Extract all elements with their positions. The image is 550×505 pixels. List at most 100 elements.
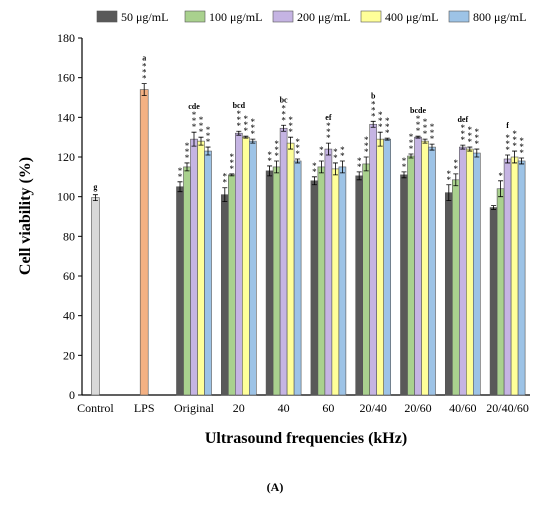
x-tick-label: Control (77, 401, 114, 415)
y-tick-label: 120 (57, 150, 75, 164)
significance-star: * (244, 126, 249, 136)
bar (458, 146, 467, 396)
bar (376, 138, 385, 396)
significance-star: * (185, 141, 190, 151)
bar (421, 140, 429, 396)
significance-letter: bcd (233, 101, 246, 110)
significance-star: * (237, 109, 242, 119)
error-bar (222, 187, 228, 203)
significance-letter: bc (280, 95, 288, 104)
significance-star: * (281, 103, 286, 113)
error-bar (356, 171, 362, 181)
error-bar (177, 181, 183, 193)
error-bar (229, 173, 235, 177)
x-tick-label: 20/40 (360, 401, 387, 415)
y-tick-label: 160 (57, 71, 75, 85)
significance-star: * (295, 143, 300, 153)
legend-swatch (272, 10, 294, 23)
x-tick-label: 40 (278, 401, 290, 415)
significance-star: * (512, 141, 517, 151)
significance-star: * (416, 114, 421, 124)
significance-star: * (199, 121, 204, 131)
legend-label: 50 μg/mL (121, 10, 168, 24)
bar (355, 175, 364, 396)
significance-star: * (281, 115, 286, 125)
significance-star: * (519, 142, 524, 152)
error-bar (491, 205, 497, 210)
significance-star: * (333, 147, 338, 157)
error-bar (429, 143, 435, 151)
error-bar (422, 138, 428, 144)
significance-star: * (430, 128, 435, 138)
y-tick-label: 140 (57, 110, 75, 124)
significance-star: * (267, 150, 272, 160)
y-axis-label: Cell viability (%) (17, 157, 34, 275)
x-tick-label: 20/40/60 (486, 401, 529, 415)
significance-star: * (185, 153, 190, 163)
legend-label: 200 μg/mL (297, 10, 350, 24)
bar (451, 179, 460, 396)
error-bar (184, 162, 190, 172)
significance-star: * (461, 129, 466, 139)
significance-star: * (288, 115, 293, 125)
error-bar (332, 162, 338, 176)
y-tick-label: 180 (57, 31, 75, 45)
significance-star: * (251, 117, 256, 127)
legend-label: 100 μg/mL (209, 10, 262, 24)
bar (190, 138, 198, 396)
significance-star: * (505, 139, 510, 149)
bar (472, 152, 481, 396)
bar (503, 158, 512, 396)
significance-star: * (364, 135, 369, 145)
bar (465, 148, 474, 396)
significance-star: * (468, 131, 473, 141)
bar (414, 136, 422, 396)
error-bar (408, 153, 414, 159)
significance-star: * (142, 62, 147, 72)
significance-star: * (461, 123, 466, 133)
x-tick-label: 20/60 (404, 401, 431, 415)
legend-swatch (360, 10, 382, 23)
significance-letter: g (93, 183, 97, 192)
legend-label: 800 μg/mL (473, 10, 526, 24)
error-bar (205, 146, 211, 156)
significance-star: * (378, 110, 383, 120)
bar (369, 123, 378, 396)
significance-star: * (385, 128, 390, 138)
significance-star: * (430, 122, 435, 132)
bar (510, 156, 519, 396)
significance-star: * (223, 178, 228, 188)
bar (183, 166, 191, 396)
significance-star: * (192, 116, 197, 126)
significance-star: * (319, 151, 324, 161)
significance-star: * (385, 116, 390, 126)
significance-star: * (371, 105, 376, 115)
significance-star: * (267, 156, 272, 166)
significance-star: * (357, 156, 362, 166)
significance-star: * (295, 137, 300, 147)
error-bar (325, 142, 331, 156)
significance-star: * (230, 158, 235, 168)
bar (489, 207, 498, 396)
significance-star: * (498, 171, 503, 181)
significance-star: * (281, 109, 286, 119)
error-bar (415, 135, 421, 139)
significance-star: * (505, 145, 510, 155)
bar (317, 166, 326, 396)
legend-swatch (448, 10, 470, 23)
error-bar (446, 184, 452, 202)
significance-star: * (409, 144, 414, 154)
bar (91, 197, 100, 396)
y-tick-label: 0 (69, 388, 75, 402)
error-bar (198, 136, 204, 146)
significance-letter: a (142, 54, 146, 63)
caption: (A) (267, 480, 284, 494)
bar (204, 150, 212, 396)
legend-label: 400 μg/mL (385, 10, 438, 24)
significance-letter: f (506, 121, 509, 130)
significance-star: * (340, 151, 345, 161)
x-tick-label: LPS (134, 401, 155, 415)
significance-star: * (192, 122, 197, 132)
x-axis-label: Ultrasound frequencies (kHz) (205, 430, 407, 447)
